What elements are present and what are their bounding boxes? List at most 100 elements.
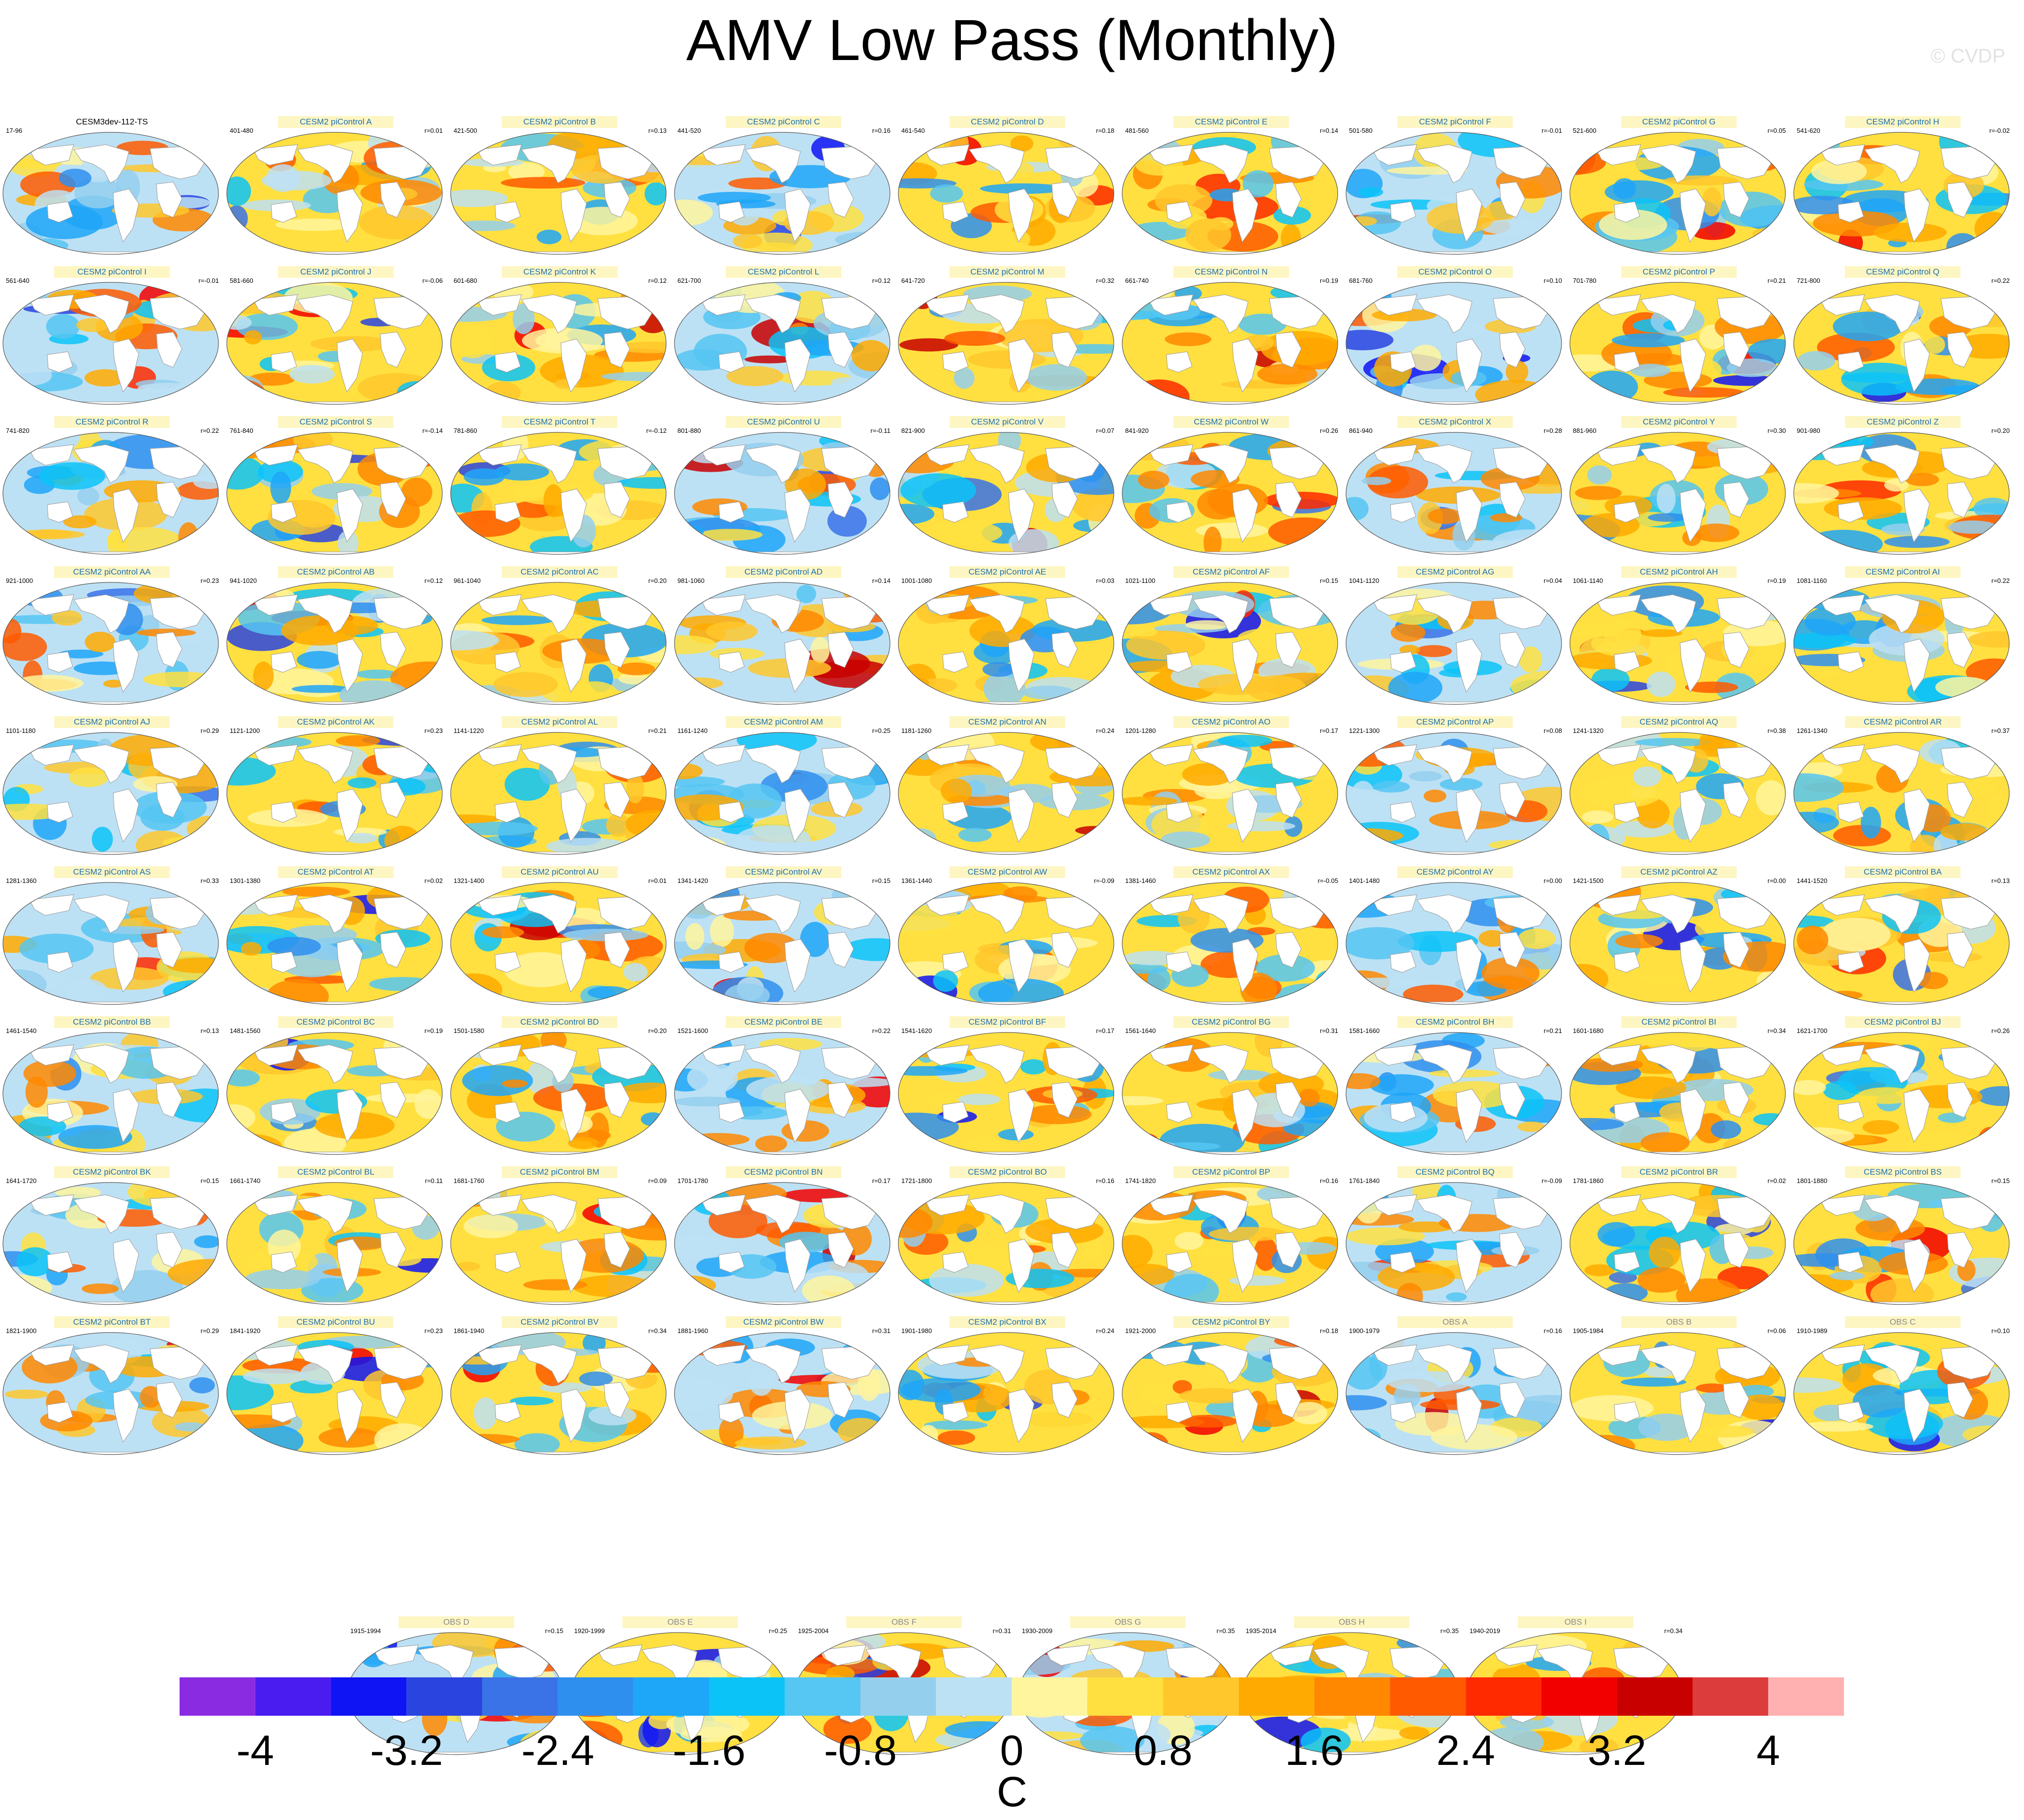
panel-title: CESM2 piControl AY	[1397, 866, 1513, 878]
panel-period: 1781-1860	[1573, 1177, 1604, 1184]
sst-map	[1793, 582, 2010, 705]
panel-period: 841-920	[1125, 427, 1149, 434]
map-panel: 1861-1940 CESM2 piControl BV r=0.34	[448, 1314, 672, 1459]
sst-map	[2, 882, 219, 1005]
panel-correlation: r=0.29	[200, 1327, 219, 1335]
panel-period: 541-620	[1797, 127, 1820, 134]
map-panel: 1701-1780 CESM2 piControl BN r=0.17	[672, 1164, 895, 1309]
map-panel: 1481-1560 CESM2 piControl BC r=0.19	[224, 1014, 448, 1159]
sst-map	[2, 732, 219, 855]
sst-map	[1346, 582, 1562, 705]
map-panel: 1781-1860 CESM2 piControl BR r=0.02	[1567, 1164, 1791, 1309]
map-panel: 1021-1100 CESM2 piControl AF r=0.15	[1119, 564, 1343, 709]
panel-title: CESM2 piControl X	[1397, 416, 1513, 428]
panel-period: 1221-1300	[1349, 727, 1380, 734]
panel-title: CESM2 piControl Q	[1845, 266, 1961, 278]
panel-correlation: r=0.19	[1319, 277, 1338, 284]
map-panel: 1915-1994 OBS D r=0.15	[344, 1614, 568, 1759]
panel-title: CESM2 piControl S	[278, 416, 394, 428]
panel-title: CESM2 piControl AA	[54, 566, 170, 578]
panel-title: CESM2 piControl AZ	[1621, 866, 1737, 878]
panel-title: CESM2 piControl C	[726, 116, 841, 128]
map-panel: 1361-1440 CESM2 piControl AW r=-0.09	[895, 864, 1119, 1009]
panel-title: CESM2 piControl BG	[1173, 1016, 1289, 1028]
panel-period: 1421-1500	[1573, 877, 1604, 884]
map-panel: 1925-2004 OBS F r=0.31	[792, 1614, 1016, 1759]
map-panel: 761-840 CESM2 piControl S r=-0.14	[224, 414, 448, 559]
sst-map	[226, 132, 443, 255]
colorbar-unit-label: C	[997, 1768, 1027, 1816]
panel-period: 941-1020	[230, 577, 257, 584]
map-panel: 641-720 CESM2 piControl M r=0.32	[895, 264, 1119, 409]
panel-correlation: r=0.19	[424, 1027, 443, 1034]
sst-map	[898, 132, 1114, 255]
sst-map	[226, 1032, 443, 1155]
sst-map	[450, 1332, 667, 1455]
panel-title: CESM2 piControl BP	[1173, 1166, 1289, 1178]
panel-title: CESM2 piControl W	[1173, 416, 1289, 428]
map-panel: 1621-1700 CESM2 piControl BJ r=0.26	[1791, 1014, 2015, 1159]
map-panel: 1461-1540 CESM2 piControl BB r=0.13	[0, 1014, 224, 1159]
map-panel: 1561-1640 CESM2 piControl BG r=0.31	[1119, 1014, 1343, 1159]
panel-correlation: r=-0.12	[646, 427, 667, 434]
panel-period: 1281-1360	[6, 877, 37, 884]
map-panel: 1521-1600 CESM2 piControl BE r=0.22	[672, 1014, 895, 1159]
panel-title: CESM2 piControl BX	[950, 1316, 1065, 1328]
panel-correlation: r=0.13	[648, 127, 667, 134]
panel-title: CESM2 piControl AI	[1845, 566, 1961, 578]
panel-period: 401-480	[230, 127, 253, 134]
panel-correlation: r=0.20	[648, 577, 667, 584]
panel-correlation: r=0.12	[648, 277, 667, 284]
panel-period: 1101-1180	[6, 727, 36, 734]
panel-correlation: r=0.09	[648, 1177, 667, 1184]
panel-period: 1481-1560	[230, 1027, 261, 1034]
panel-correlation: r=0.21	[1767, 277, 1786, 284]
panel-correlation: r=0.33	[200, 877, 219, 884]
panel-title: CESM2 piControl BF	[950, 1016, 1065, 1028]
panel-title: CESM2 piControl M	[950, 266, 1065, 278]
panel-title: CESM2 piControl BQ	[1397, 1166, 1513, 1178]
panel-correlation: r=0.22	[200, 427, 219, 434]
sst-map	[2, 282, 219, 405]
panel-correlation: r=0.01	[648, 877, 667, 884]
map-panel: 1935-2014 OBS H r=0.35	[1240, 1614, 1464, 1759]
map-panel: 881-960 CESM2 piControl Y r=0.30	[1567, 414, 1791, 559]
sst-map	[674, 432, 890, 555]
panel-correlation: r=0.18	[1096, 127, 1114, 134]
sst-map	[1569, 1332, 1786, 1455]
map-panel: 661-740 CESM2 piControl N r=0.19	[1119, 264, 1343, 409]
sst-map	[450, 732, 667, 855]
panel-correlation: r=-0.01	[1541, 127, 1562, 134]
panel-correlation: r=0.22	[1991, 577, 2010, 584]
panel-title: CESM2 piControl AH	[1621, 566, 1737, 578]
sst-map	[1569, 582, 1786, 705]
panel-correlation: r=-0.14	[422, 427, 443, 434]
map-panel: 1201-1280 CESM2 piControl AO r=0.17	[1119, 714, 1343, 859]
map-panel: 1841-1920 CESM2 piControl BU r=0.23	[224, 1314, 448, 1459]
panel-title: CESM2 piControl BA	[1845, 866, 1961, 878]
map-panel: 1381-1460 CESM2 piControl AX r=-0.05	[1119, 864, 1343, 1009]
sst-map	[450, 132, 667, 255]
panel-correlation: r=0.01	[424, 127, 443, 134]
panel-title: CESM2 piControl BJ	[1845, 1016, 1961, 1028]
sst-map	[795, 1632, 1011, 1755]
panel-correlation: r=0.31	[872, 1327, 890, 1335]
panel-period: 1401-1480	[1349, 877, 1380, 884]
panel-correlation: r=0.07	[1096, 427, 1114, 434]
sst-map	[2, 582, 219, 705]
sst-map	[1569, 1182, 1786, 1305]
map-panel: 1661-1740 CESM2 piControl BL r=0.11	[224, 1164, 448, 1309]
sst-map	[1122, 582, 1338, 705]
map-panel: 1401-1480 CESM2 piControl AY r=0.00	[1343, 864, 1567, 1009]
panel-period: 1920-1999	[574, 1627, 605, 1635]
panel-title: CESM2 piControl E	[1173, 116, 1289, 128]
map-panel: 421-500 CESM2 piControl B r=0.13	[448, 114, 672, 259]
sst-map	[1122, 432, 1338, 555]
sst-map	[1466, 1632, 1683, 1755]
panel-period: 1541-1620	[901, 1027, 932, 1034]
panel-title: CESM2 piControl BR	[1621, 1166, 1737, 1178]
panel-period: 1721-1800	[901, 1177, 932, 1184]
map-panel: 1881-1960 CESM2 piControl BW r=0.31	[672, 1314, 895, 1459]
panel-title: CESM2 piControl BB	[54, 1016, 170, 1028]
panel-title: OBS E	[622, 1616, 738, 1628]
